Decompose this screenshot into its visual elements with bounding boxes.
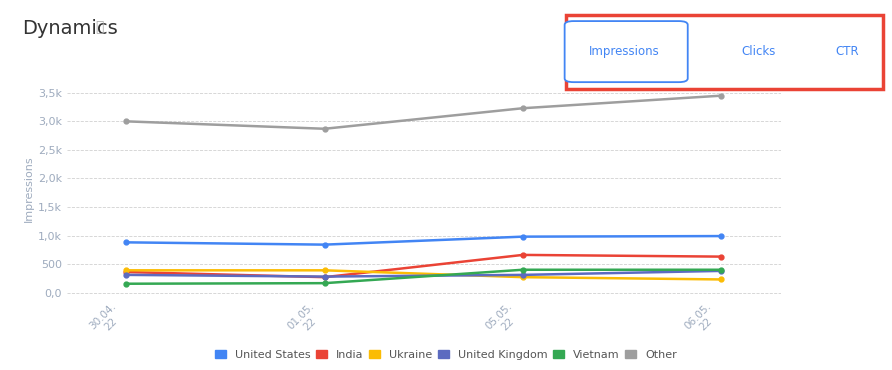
Text: ⓘ: ⓘ: [95, 20, 103, 34]
Text: Impressions: Impressions: [589, 45, 660, 58]
Text: CTR: CTR: [836, 45, 859, 58]
Legend: United States, India, Ukraine, United Kingdom, Vietnam, Other: United States, India, Ukraine, United Ki…: [211, 346, 681, 364]
Y-axis label: Impressions: Impressions: [24, 155, 34, 222]
Text: Clicks: Clicks: [741, 45, 775, 58]
Text: Dynamics: Dynamics: [22, 18, 118, 37]
